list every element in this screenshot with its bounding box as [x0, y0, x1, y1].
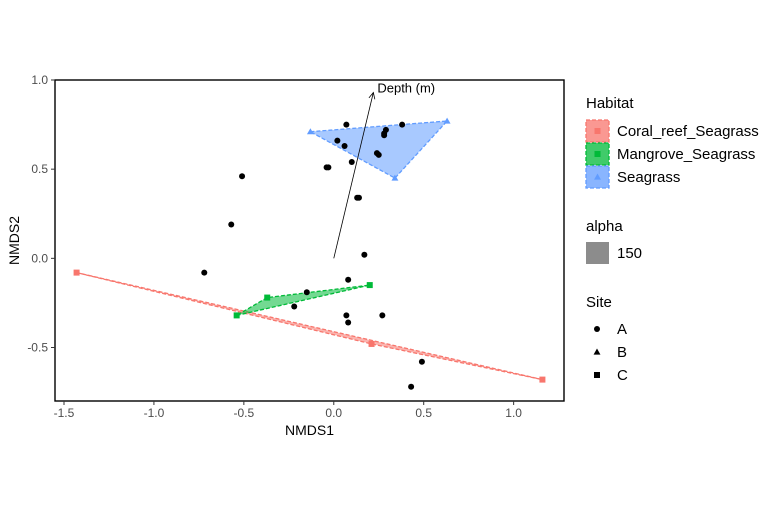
hull-vertex: [233, 312, 240, 319]
hull-vertex: [73, 269, 80, 276]
legend-label-habitat: Mangrove_Seagrass: [617, 146, 755, 163]
legend-title-habitat: Habitat: [586, 95, 634, 112]
legend-key-marker: [594, 151, 601, 157]
legend-key-alpha: [586, 242, 609, 264]
legend-key-site: [593, 348, 601, 355]
legend-label-habitat: Seagrass: [617, 169, 680, 186]
data-point: [355, 194, 362, 201]
data-point: [334, 137, 341, 144]
hull-coral_reef_seagrass: [76, 271, 543, 381]
data-point: [228, 221, 235, 228]
legend-title-alpha: alpha: [586, 218, 623, 235]
x-axis-title: NMDS1: [285, 422, 334, 438]
x-tick-label: 0.5: [415, 406, 432, 420]
legend: Habitat Coral_reef_Seagrass Mangrove_Seagr…: [585, 95, 759, 384]
x-tick-label: 1.0: [505, 406, 522, 420]
y-tick-label: 0.5: [31, 162, 48, 176]
data-point: [345, 319, 352, 326]
hull-vertex: [443, 117, 451, 124]
y-tick-label: -0.5: [27, 341, 48, 355]
vector-label: Depth (m): [377, 80, 435, 95]
x-tick-label: -1.0: [144, 406, 165, 420]
vector-arrowhead: [368, 91, 376, 100]
legend-key-marker: [594, 173, 601, 180]
x-tick-label: 0.0: [325, 406, 342, 420]
hull-vertex: [368, 340, 375, 347]
legend-key-site: [594, 326, 600, 332]
data-point: [381, 132, 388, 139]
data-point: [379, 312, 386, 319]
data-point: [345, 276, 352, 283]
data-point: [399, 121, 406, 128]
data-point: [239, 173, 246, 180]
data-point: [348, 159, 355, 166]
data-point: [418, 358, 425, 365]
legend-key-marker: [594, 128, 601, 134]
data-point: [303, 289, 310, 296]
hull-vertex: [391, 174, 399, 181]
y-axis-title: NMDS2: [6, 216, 22, 265]
legend-label-site: A: [617, 321, 627, 338]
data-point: [361, 251, 368, 258]
legend-label-site: C: [617, 367, 628, 384]
hull-vertex: [539, 376, 546, 383]
hull-vertex: [264, 294, 271, 301]
y-tick-label: 0.0: [31, 251, 48, 265]
point-layer: [201, 121, 425, 390]
data-point: [201, 269, 208, 276]
hull-mangrove_seagrass: [236, 284, 370, 317]
y-axis-ticks: -0.5 0.0 0.5 1.0: [27, 73, 55, 355]
data-point: [408, 383, 415, 390]
hull-seagrass: [308, 120, 449, 179]
data-point: [343, 121, 350, 128]
legend-label-alpha: 150: [617, 245, 642, 262]
vector-line: [333, 92, 374, 259]
hull-layer: [73, 117, 546, 383]
data-point: [291, 303, 298, 310]
data-point: [341, 142, 348, 149]
data-point: [325, 164, 332, 171]
legend-title-site: Site: [586, 294, 612, 311]
legend-label-site: B: [617, 344, 627, 361]
y-tick-label: 1.0: [31, 73, 48, 87]
x-tick-label: -1.5: [54, 406, 75, 420]
plot-panel-border: [54, 79, 565, 402]
hull-vertex: [306, 128, 314, 135]
data-point: [343, 312, 350, 319]
vector-layer: Depth (m): [333, 80, 435, 259]
x-axis-ticks: -1.5 -1.0 -0.5 0.0 0.5 1.0: [54, 401, 522, 420]
hull-vertex: [366, 282, 373, 289]
x-tick-label: -0.5: [234, 406, 255, 420]
legend-key-site: [594, 372, 600, 378]
data-point: [375, 151, 382, 158]
legend-label-habitat: Coral_reef_Seagrass: [617, 123, 759, 140]
